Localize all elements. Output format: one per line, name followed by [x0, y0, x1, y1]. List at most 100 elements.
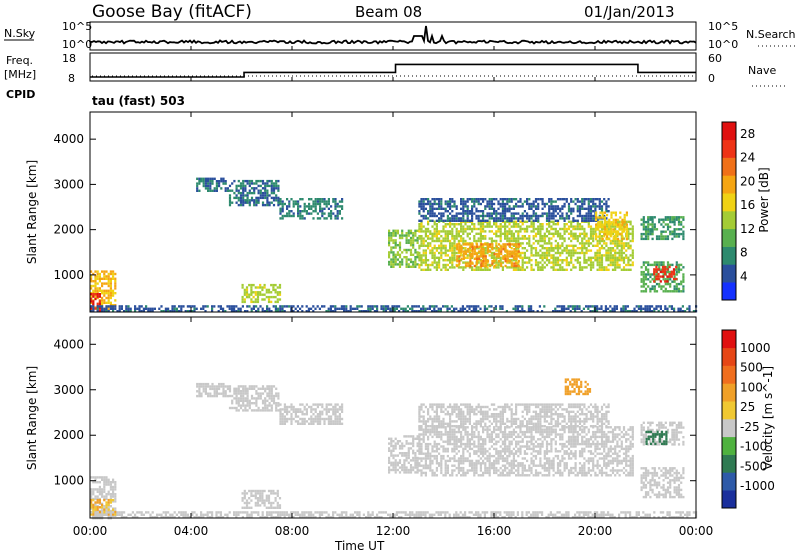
- power-cell-7: [554, 268, 557, 271]
- velocity-cell-6: [407, 452, 410, 455]
- power-cell-7: [556, 230, 560, 233]
- power-colorbar-swatch: [722, 157, 736, 176]
- power-cell-14: [191, 305, 194, 308]
- power-cell-6: [414, 256, 417, 259]
- power-cell-7: [537, 261, 540, 264]
- velocity-cell-7: [479, 447, 482, 451]
- power-cell-11: [651, 230, 654, 233]
- power-cell-3: [264, 196, 267, 200]
- velocity-cell-0: [112, 481, 115, 484]
- power-cell-9: [570, 200, 573, 203]
- velocity-cell-5: [261, 497, 264, 500]
- power-cell-14: [98, 305, 101, 308]
- power-cell-3: [259, 189, 262, 192]
- velocity-cell-7: [451, 433, 454, 436]
- power-cell-9: [589, 219, 593, 222]
- power-cell-7: [609, 223, 612, 226]
- velocity-cell-7: [442, 454, 445, 458]
- power-cell-9: [550, 212, 553, 215]
- power-cell-4: [297, 200, 300, 203]
- power-cell-14: [514, 307, 517, 310]
- velocity-cell-7: [418, 462, 421, 465]
- velocity-cell-7: [418, 452, 421, 455]
- power-cell-11: [664, 237, 667, 241]
- velocity-cell-7: [457, 445, 460, 448]
- power-cell-10: [597, 228, 600, 231]
- power-cell-13: [666, 275, 669, 278]
- power-cell-9: [552, 200, 555, 203]
- power-cell-7: [515, 268, 518, 271]
- power-cell-1: [98, 309, 101, 313]
- power-cell-9: [519, 200, 522, 203]
- power-cell-7: [499, 225, 502, 228]
- power-cell-8: [513, 257, 516, 260]
- power-cell-14: [101, 305, 104, 308]
- velocity-cell-6: [388, 466, 391, 469]
- power-cell-7: [464, 266, 467, 269]
- power-cell-14: [325, 310, 328, 313]
- power-cell-13: [657, 277, 660, 281]
- power-cell-12: [658, 261, 661, 264]
- velocity-cell-3: [270, 404, 273, 407]
- power-cell-7: [559, 244, 562, 247]
- power-cell-7: [585, 261, 588, 264]
- power-cell-9: [490, 214, 493, 218]
- power-cell-5: [250, 300, 253, 304]
- power-cell-7: [616, 261, 619, 264]
- power-cell-8: [469, 255, 472, 258]
- power-cell-3: [259, 184, 262, 188]
- power-cell-2: [207, 187, 210, 190]
- power-cell-7: [622, 266, 626, 269]
- power-cell-4: [288, 212, 291, 215]
- power-cell-7: [541, 239, 544, 243]
- velocity-cell-7: [449, 435, 452, 439]
- power-cell-9: [596, 198, 599, 201]
- power-cell-9: [589, 205, 593, 208]
- power-cell-7: [598, 256, 601, 259]
- power-cell-7: [556, 261, 560, 264]
- power-cell-7: [473, 227, 476, 231]
- power-cell-7: [435, 247, 438, 250]
- power-cell-2: [224, 189, 227, 192]
- power-cell-3: [233, 179, 236, 183]
- velocity-cell-6: [390, 444, 393, 448]
- power-cell-7: [493, 232, 496, 235]
- power-cell-5: [254, 291, 257, 294]
- power-cell-9: [550, 198, 553, 201]
- power-cell-8: [480, 243, 483, 246]
- power-cell-7: [442, 251, 445, 255]
- power-cell-9: [550, 217, 553, 220]
- power-cell-7: [609, 225, 612, 228]
- power-cell-6: [416, 263, 419, 266]
- velocity-cell-3: [242, 385, 245, 388]
- power-cell-5: [276, 293, 279, 296]
- velocity-cell-5: [274, 499, 277, 502]
- power-cell-7: [438, 239, 441, 243]
- velocity-cell-3: [266, 394, 269, 398]
- velocity-cell-5: [245, 506, 249, 509]
- velocity-cell-6: [412, 452, 415, 455]
- velocity-cell-4: [294, 420, 297, 423]
- velocity-cell-3: [272, 385, 276, 388]
- power-cell-14: [312, 305, 315, 308]
- velocity-cell-7: [462, 447, 465, 451]
- power-cell-11: [640, 218, 643, 221]
- velocity-cell-7: [471, 435, 474, 439]
- power-cell-9: [512, 207, 515, 210]
- power-cell-12: [642, 278, 645, 281]
- nsky-trace: [89, 25, 697, 45]
- power-cell-4: [290, 198, 293, 201]
- power-cell-11: [644, 235, 648, 238]
- power-cell-3: [257, 196, 260, 200]
- power-cell-9: [488, 200, 491, 203]
- velocity-cell-7: [477, 433, 480, 436]
- velocity-cell-0: [114, 497, 117, 501]
- power-cell-4: [327, 200, 330, 203]
- velocity-cell-3: [268, 409, 271, 412]
- velocity-cell-4: [292, 405, 295, 409]
- power-cell-8: [475, 243, 479, 246]
- velocity-cell-4: [338, 413, 341, 416]
- power-cell-8: [480, 252, 483, 256]
- power-cell-8: [482, 250, 485, 253]
- velocity-cell-3: [231, 402, 234, 405]
